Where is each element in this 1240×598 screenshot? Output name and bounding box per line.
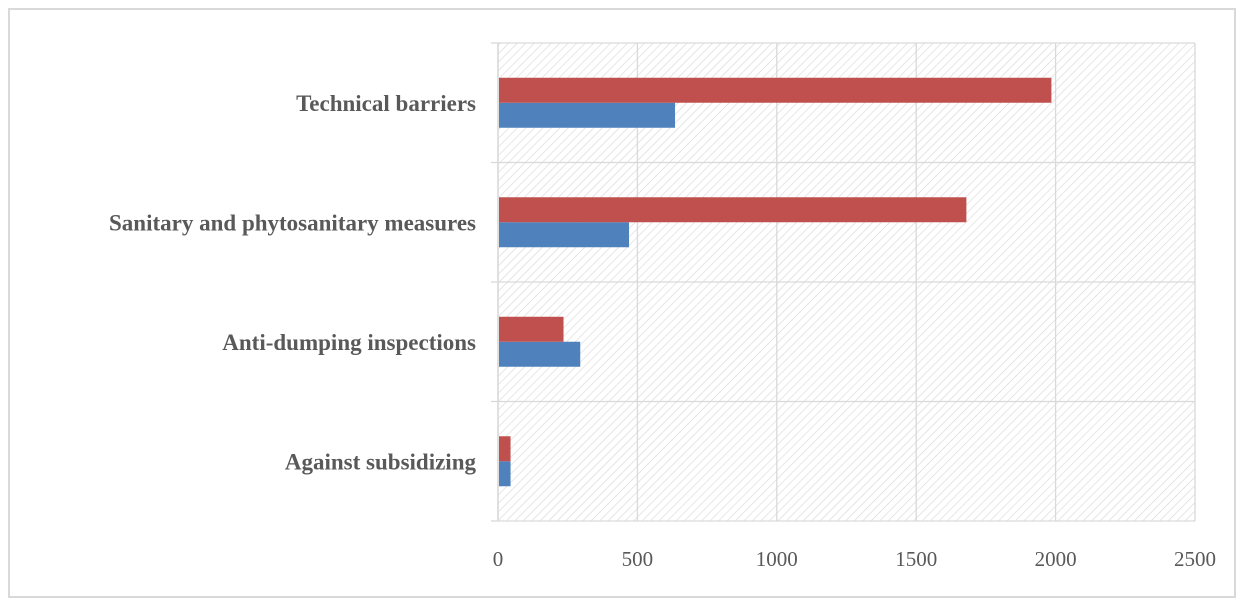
bar	[499, 316, 564, 342]
category-labels: Against subsidizing Anti-dumping inspect…	[109, 91, 476, 475]
x-tick-label: 0	[493, 547, 504, 571]
x-tick-label: 500	[622, 547, 654, 571]
x-tick-label: 1500	[895, 547, 937, 571]
category-label: Anti-dumping inspections	[222, 330, 476, 355]
bar	[499, 197, 967, 223]
chart: Against subsidizing Anti-dumping inspect…	[109, 42, 1216, 571]
x-tick-label: 1000	[756, 547, 798, 571]
gridlines	[491, 42, 1196, 522]
category-label: Sanitary and phytosanitary measures	[109, 210, 476, 235]
bar	[499, 77, 1052, 103]
bar	[499, 436, 511, 462]
x-axis-tick-labels: 0 500 1000 1500 2000 2500	[493, 547, 1216, 571]
x-tick-label: 2500	[1174, 547, 1216, 571]
category-label: Against subsidizing	[285, 449, 477, 474]
bar	[499, 461, 511, 487]
bar	[499, 222, 630, 248]
x-tick-label: 2000	[1035, 547, 1077, 571]
category-label: Technical barriers	[296, 91, 476, 116]
bars	[499, 77, 1052, 487]
bar	[499, 341, 581, 367]
bar	[499, 102, 676, 128]
